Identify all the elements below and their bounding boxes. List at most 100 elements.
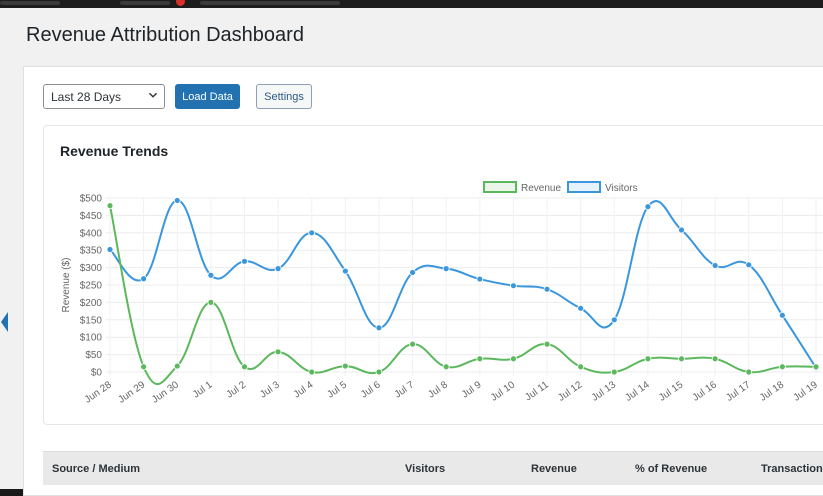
- notification-dot-icon: [176, 0, 185, 6]
- column-header-transactions[interactable]: Transactions: [761, 463, 823, 475]
- y-tick-label: $250: [80, 281, 103, 292]
- data-point-revenue: [173, 362, 181, 370]
- date-range-select[interactable]: Last 28 Days: [43, 84, 165, 109]
- x-tick-label: Jul 17: [724, 379, 753, 404]
- data-point-revenue: [409, 340, 416, 348]
- chevron-left-icon[interactable]: [0, 310, 8, 334]
- data-point-revenue: [644, 355, 652, 363]
- load-data-button[interactable]: Load Data: [175, 84, 240, 109]
- data-point-visitors: [341, 267, 349, 275]
- column-header-visitors[interactable]: Visitors: [405, 463, 446, 475]
- dashboard-card: Last 28 Days Load Data Settings Revenue …: [23, 66, 823, 496]
- x-tick-label: Jul 12: [556, 379, 585, 404]
- data-point-revenue: [341, 362, 349, 370]
- legend-swatch: [483, 181, 517, 193]
- x-tick-label: Jul 5: [325, 379, 349, 400]
- legend-label: Revenue: [521, 183, 561, 194]
- data-point-visitors: [476, 275, 484, 283]
- y-tick-label: $400: [80, 228, 103, 239]
- data-point-visitors: [678, 226, 685, 234]
- data-point-visitors: [510, 282, 517, 290]
- top-strip-blur: [200, 1, 340, 5]
- data-point-visitors: [543, 285, 551, 293]
- y-tick-label: $500: [80, 194, 103, 205]
- data-point-visitors: [610, 316, 618, 324]
- y-axis-title: Revenue ($): [61, 257, 72, 312]
- data-point-visitors: [711, 262, 719, 269]
- data-point-revenue: [476, 355, 484, 363]
- x-tick-label: Jul 14: [623, 379, 652, 404]
- x-tick-label: Jul 10: [489, 379, 518, 404]
- data-point-revenue: [274, 348, 282, 356]
- x-tick-label: Jul 13: [590, 379, 619, 404]
- data-point-revenue: [678, 355, 685, 363]
- data-point-revenue: [442, 363, 450, 371]
- data-point-revenue: [241, 363, 248, 371]
- date-range-value: Last 28 Days: [51, 90, 122, 104]
- top-strip-blur: [120, 1, 170, 5]
- data-point-visitors: [106, 246, 114, 253]
- data-point-visitors: [140, 275, 148, 283]
- x-tick-label: Jul 4: [292, 379, 316, 400]
- legend-swatch: [567, 181, 601, 193]
- data-point-visitors: [644, 203, 652, 211]
- y-tick-label: $150: [80, 315, 103, 326]
- top-strip-blur: [0, 1, 60, 5]
- data-point-revenue: [745, 368, 753, 376]
- y-tick-label: $100: [80, 333, 103, 344]
- browser-top-strip: [0, 0, 823, 8]
- data-point-visitors: [241, 257, 248, 265]
- legend-label: Visitors: [605, 183, 638, 194]
- x-tick-label: Jul 9: [460, 379, 484, 400]
- data-point-visitors: [308, 229, 316, 237]
- data-point-revenue: [308, 368, 316, 376]
- series-line-visitors: [109, 199, 817, 369]
- data-point-revenue: [812, 363, 820, 371]
- chevron-down-icon: [149, 92, 157, 98]
- data-point-revenue: [140, 363, 148, 371]
- x-tick-label: Jul 11: [523, 379, 551, 403]
- data-point-revenue: [543, 340, 551, 348]
- data-point-visitors: [173, 197, 181, 204]
- x-tick-label: Jun 29: [116, 379, 147, 405]
- page-title: Revenue Attribution Dashboard: [26, 24, 304, 46]
- data-point-revenue: [510, 355, 517, 363]
- data-point-visitors: [442, 265, 450, 273]
- column-header-percent-revenue[interactable]: % of Revenue: [635, 463, 708, 475]
- revenue-trends-card: Revenue Trends $0 $50 $100 $150 $200 $250 $300…: [43, 125, 823, 425]
- data-point-revenue: [375, 368, 383, 376]
- x-tick-label: Jul 7: [393, 379, 417, 400]
- y-tick-label: $200: [80, 298, 103, 309]
- y-tick-label: $50: [85, 350, 102, 361]
- x-tick-label: Jul 8: [426, 379, 450, 400]
- settings-button[interactable]: Settings: [256, 84, 312, 109]
- x-tick-label: Jul 15: [657, 379, 686, 404]
- data-point-visitors: [745, 261, 753, 269]
- x-tick-label: Jul 2: [225, 379, 249, 400]
- y-tick-label: $300: [80, 263, 103, 274]
- x-tick-label: Jul 19: [792, 379, 821, 404]
- chart-title: Revenue Trends: [60, 143, 169, 159]
- data-point-revenue: [778, 363, 786, 371]
- x-tick-label: Jul 6: [359, 379, 383, 400]
- x-tick-label: Jul 18: [758, 379, 787, 404]
- data-point-revenue: [610, 368, 618, 376]
- x-tick-label: Jul 16: [691, 379, 720, 404]
- data-point-visitors: [409, 269, 416, 276]
- revenue-trends-chart: $0 $50 $100 $150 $200 $250 $300 $350 $400 $450 $50…: [61, 181, 823, 406]
- data-point-revenue: [106, 202, 114, 210]
- data-point-visitors: [778, 311, 786, 319]
- data-point-revenue: [577, 363, 585, 371]
- column-header-source-medium[interactable]: Source / Medium: [52, 463, 141, 475]
- data-point-revenue: [711, 355, 719, 363]
- dashboard-page: Revenue Attribution Dashboard Last 28 Da…: [0, 8, 823, 496]
- table-header-row: Source / Medium Visitors Revenue % of Re…: [43, 451, 823, 485]
- data-point-visitors: [577, 304, 585, 312]
- data-point-visitors: [375, 324, 383, 332]
- column-header-revenue[interactable]: Revenue: [531, 463, 577, 475]
- y-tick-label: $350: [80, 246, 103, 257]
- data-point-visitors: [274, 265, 282, 273]
- x-tick-label: Jul 3: [258, 379, 282, 400]
- y-tick-label: $450: [80, 211, 103, 222]
- x-tick-label: Jun 28: [83, 379, 114, 405]
